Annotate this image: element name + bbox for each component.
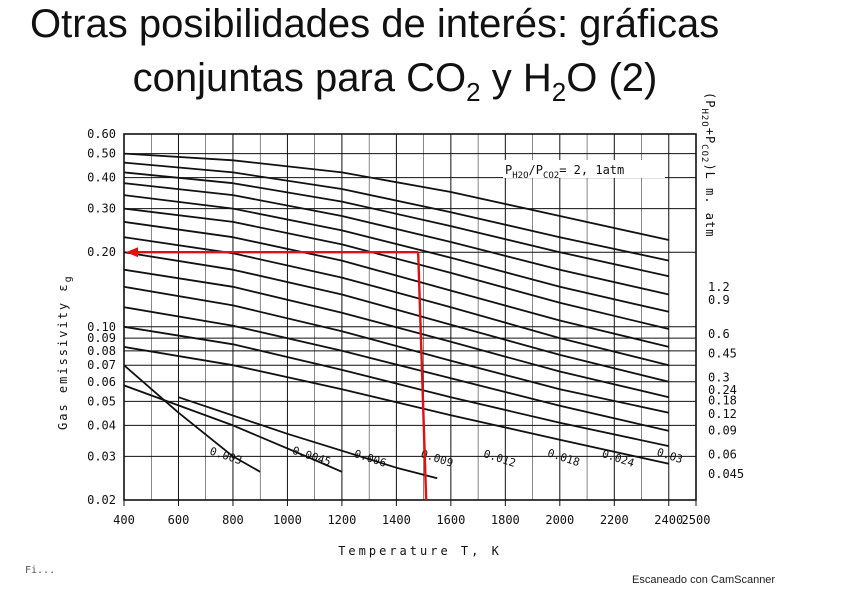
inline-series-label: 0.006: [352, 447, 388, 470]
right-series-label: 0.18: [708, 393, 737, 407]
chart-curves: [123, 152, 670, 480]
right-series-label: 0.12: [708, 407, 737, 421]
right-axis-title-sub2: CO2: [699, 144, 709, 163]
y-tick-label: 0.40: [87, 171, 116, 185]
y-tick-label: 0.20: [87, 245, 116, 259]
emissivity-curve-short: [178, 396, 438, 480]
right-axis-title-c: )L m. atm: [703, 163, 717, 237]
x-tick-label: 2400: [654, 513, 683, 527]
x-tick-label: 1800: [491, 513, 520, 527]
emissivity-curve: [123, 194, 670, 313]
y-tick-label: 0.06: [87, 375, 116, 389]
title-text-c: O (2): [566, 56, 658, 100]
inline-series-label: 0.003: [208, 445, 244, 468]
title-text-b: y H: [480, 56, 552, 100]
emissivity-chart: 400 600 800 1000 1200 1400 1600 1800 2000 2200 240…: [56, 92, 744, 558]
y-tick-label: 0.03: [87, 449, 116, 463]
title-sub-1: 2: [466, 77, 481, 107]
y-axis-label-text: Gas emissivity ε: [56, 282, 70, 430]
x-tick-label: 2200: [600, 513, 629, 527]
y-tick-label: 0.02: [87, 493, 116, 507]
y-tick-label: 0.09: [87, 331, 116, 345]
condition-end: = 2, 1atm: [559, 163, 624, 177]
condition-label: PH2O/PCO2= 2, 1atm: [505, 163, 624, 181]
condition-sub1: H2O: [512, 171, 528, 181]
right-series-label: 0.06: [708, 448, 737, 462]
emissivity-curve: [123, 236, 670, 367]
emissivity-curve: [123, 152, 669, 241]
y-tick-label: 0.50: [87, 147, 116, 161]
inline-series-label: 0.012: [482, 447, 518, 470]
scanner-watermark: Escaneado con CamScanner: [632, 574, 776, 586]
inline-series-label: 0.03: [655, 446, 684, 467]
emissivity-curve: [123, 207, 670, 330]
emissivity-curve: [123, 325, 669, 447]
title-sub-2: 2: [551, 77, 567, 107]
emissivity-curve: [123, 182, 669, 296]
condition-p: P: [505, 163, 512, 177]
page-title-line-1: Otras posibilidades de interés: gráficas: [30, 2, 720, 46]
right-series-label: 0.3: [708, 370, 730, 384]
emissivity-curve: [123, 346, 669, 465]
emissivity-curve: [123, 161, 669, 262]
y-tick-label: 0.10: [87, 320, 116, 334]
x-tick-label: 800: [222, 513, 244, 527]
chart-annotation: [126, 247, 428, 501]
right-axis-title-sub1: H2O: [699, 108, 709, 127]
y-axis-label-sub: g: [63, 274, 74, 282]
y-tick-label: 0.60: [87, 127, 116, 141]
page-title-line-2: conjuntas para CO2 y H2O (2): [0, 56, 790, 108]
right-axis-title-a: (P: [703, 92, 717, 108]
right-series-label: 0.9: [708, 293, 730, 307]
x-tick-label: 1600: [436, 513, 465, 527]
y-tick-label: 0.04: [87, 418, 116, 432]
x-tick-label: 1400: [382, 513, 411, 527]
y-axis-label: Gas emissivity εg: [56, 274, 74, 430]
x-tick-label: 1200: [327, 513, 356, 527]
annotation-vertical-line: [416, 252, 428, 501]
right-series-label: 0.045: [708, 467, 744, 481]
plot-frame: [123, 133, 697, 501]
right-series-label: 0.45: [708, 347, 737, 361]
x-tick-label: 1000: [273, 513, 302, 527]
inline-series-label: 0.024: [600, 447, 636, 470]
y-tick-label: 0.05: [87, 394, 116, 408]
right-axis-title: (PH2O+PCO2)L m. atm: [699, 92, 717, 237]
inline-series-label: 0.018: [546, 447, 582, 470]
annotation-arrowhead: [126, 247, 138, 258]
right-series-label: 0.09: [708, 423, 737, 437]
x-tick-label: 400: [113, 513, 135, 527]
x-tick-label: 2000: [545, 513, 574, 527]
emissivity-curve-short: [123, 364, 261, 473]
condition-mid: /P: [529, 163, 543, 177]
y-tick-label: 0.30: [87, 202, 116, 216]
emissivity-curve: [123, 251, 670, 383]
y-tick-label: 0.08: [87, 344, 116, 358]
condition-label-bg: [503, 160, 665, 178]
x-axis-label: Temperature T, K: [338, 544, 502, 558]
emissivity-curve: [123, 171, 669, 278]
inline-series-label: 0.0045: [291, 444, 333, 469]
emissivity-curve-short: [123, 384, 343, 473]
emissivity-curve: [123, 268, 670, 399]
emissivity-curve: [123, 221, 670, 348]
x-tick-label: 600: [168, 513, 190, 527]
condition-sub2: CO2: [543, 171, 559, 181]
cut-caption: Fi...: [25, 565, 56, 576]
chart-tick-labels: 400 600 800 1000 1200 1400 1600 1800 2000 2200 240…: [87, 127, 710, 527]
title-text-a: conjuntas para CO: [132, 56, 467, 100]
y-tick-label: 0.07: [87, 358, 116, 372]
x-tick-label: 2500: [682, 513, 711, 527]
right-series-label: 0.6: [708, 327, 730, 341]
emissivity-curve: [123, 306, 670, 432]
right-series-label: 0.24: [708, 383, 737, 397]
right-series-label: 1.2: [708, 280, 730, 294]
right-axis-title-b: +P: [703, 128, 717, 144]
emissivity-curve: [123, 285, 669, 414]
